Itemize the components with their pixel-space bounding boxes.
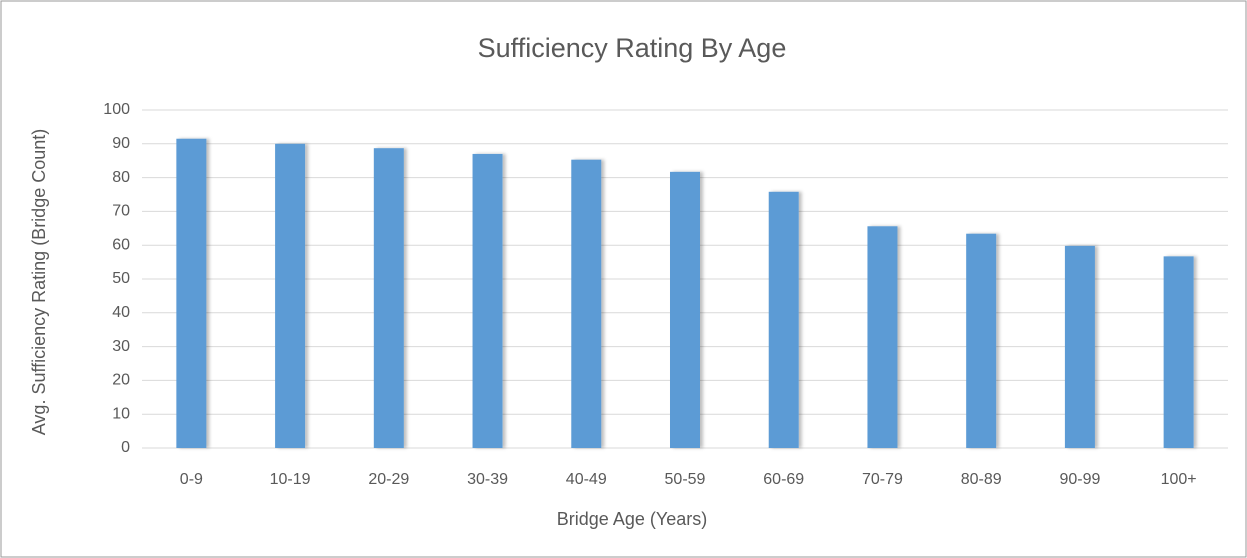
y-tick-label: 0 xyxy=(121,439,130,456)
y-tick-label: 60 xyxy=(112,236,130,253)
bar xyxy=(966,233,997,448)
bar xyxy=(670,171,700,448)
y-tick-label: 30 xyxy=(112,338,130,355)
x-tick-label: 0-9 xyxy=(180,471,203,488)
y-tick-label: 20 xyxy=(112,372,130,389)
x-tick-label: 30-39 xyxy=(467,471,508,488)
x-axis-label: Bridge Age (Years) xyxy=(557,509,707,529)
bar xyxy=(472,153,503,448)
bar xyxy=(275,143,306,449)
y-tick-label: 10 xyxy=(112,405,130,422)
y-tick-label: 50 xyxy=(112,270,130,287)
bar xyxy=(176,138,207,449)
y-tick-label: 90 xyxy=(112,135,130,152)
bar xyxy=(373,148,404,448)
x-tick-label: 40-49 xyxy=(566,471,607,488)
y-tick-label: 80 xyxy=(112,169,130,186)
x-tick-label: 50-59 xyxy=(665,471,706,488)
y-axis-label: Avg. Sufficiency Rating (Bridge Count) xyxy=(29,129,49,436)
bar xyxy=(571,159,602,448)
x-tick-label: 10-19 xyxy=(270,471,311,488)
x-tick-label: 70-79 xyxy=(862,471,903,488)
bar xyxy=(867,226,898,448)
x-tick-label: 90-99 xyxy=(1059,471,1100,488)
x-tick-label: 60-69 xyxy=(763,471,804,488)
chart-title: Sufficiency Rating By Age xyxy=(478,33,787,63)
y-tick-label: 40 xyxy=(112,304,130,321)
x-tick-label: 80-89 xyxy=(961,471,1002,488)
bar xyxy=(768,191,799,448)
y-tick-label: 100 xyxy=(103,101,130,118)
bar xyxy=(1163,256,1194,448)
x-tick-label: 100+ xyxy=(1161,471,1197,488)
x-tick-label: 20-29 xyxy=(368,471,409,488)
bar xyxy=(1064,245,1095,448)
y-tick-label: 70 xyxy=(112,203,130,220)
